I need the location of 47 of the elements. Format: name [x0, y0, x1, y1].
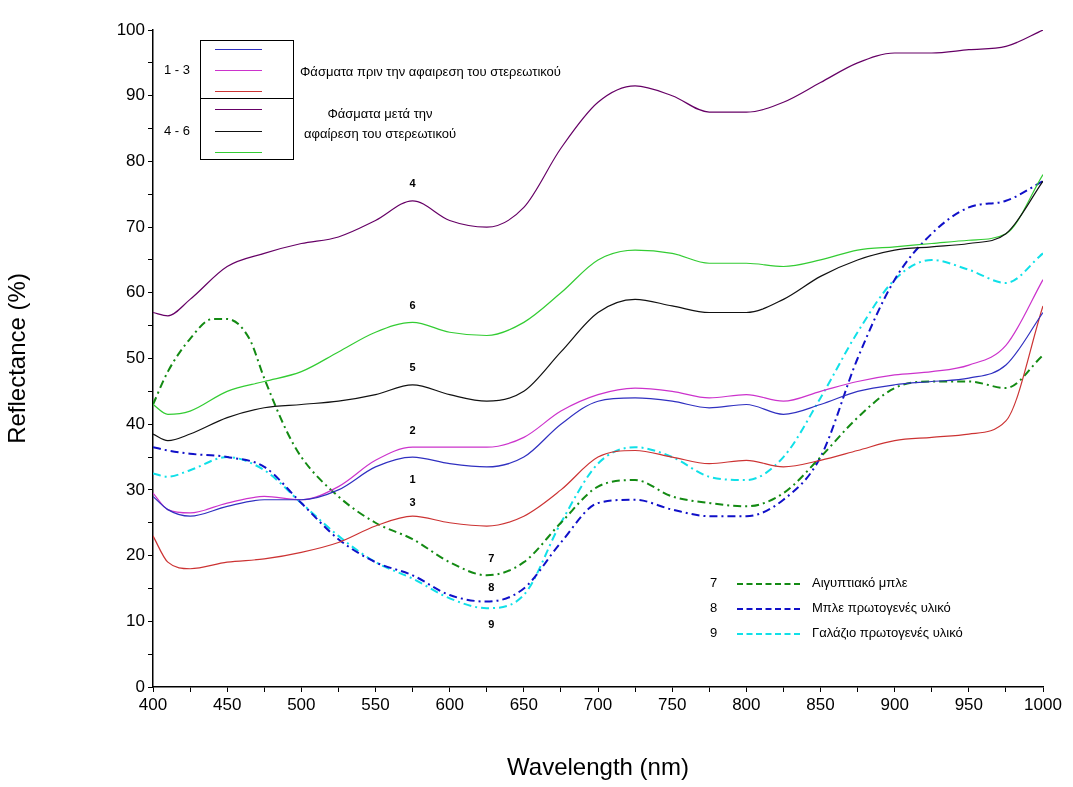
x-tick-label: 850 [806, 694, 835, 714]
x-tick-label: 400 [138, 694, 168, 714]
y-tick-label: 20 [126, 545, 145, 565]
annotation: 9 [710, 625, 718, 640]
annotation: 9 [488, 617, 495, 630]
annotation: 4 - 6 [164, 123, 191, 138]
y-tick-label: 10 [126, 610, 145, 630]
x-tick-label: 450 [212, 694, 242, 714]
annotation: 7 [488, 551, 495, 564]
annotation: 8 [488, 581, 495, 594]
y-tick-label: 50 [126, 348, 145, 368]
legend-label: Αιγυπτιακό μπλε [812, 575, 908, 590]
x-tick-label: 700 [583, 694, 613, 714]
x-tick-label: 550 [361, 694, 390, 714]
annotation: 1 [409, 473, 416, 486]
x-tick-label: 800 [732, 694, 761, 714]
x-tick-label: 950 [954, 694, 984, 714]
x-axis-title: Wavelength (nm) [507, 753, 689, 781]
y-tick-label: 60 [126, 282, 145, 302]
x-tick-label: 900 [880, 694, 909, 714]
x-tick-label: 500 [287, 694, 316, 714]
y-tick-label: 40 [126, 413, 145, 433]
annotation: 1 - 3 [164, 62, 191, 77]
annotation: 5 [409, 361, 416, 374]
annotation: 4 [409, 177, 417, 190]
y-tick-label: 0 [135, 676, 145, 696]
x-tick-label: 750 [657, 694, 687, 714]
line-series [153, 30, 1043, 317]
legend-label: Γαλάζιο πρωτογενές υλικό [812, 625, 963, 640]
legend-label: Μπλε πρωτογενές υλικό [812, 600, 951, 615]
y-tick-label: 80 [126, 151, 145, 171]
y-axis-title: Reflectance (%) [3, 273, 31, 444]
annotation: 6 [409, 298, 416, 311]
y-tick-label: 70 [126, 216, 145, 236]
y-tick-label: 100 [116, 19, 145, 39]
annotation: 8 [710, 600, 718, 615]
x-tick-label: 1000 [1024, 694, 1062, 714]
y-tick-label: 90 [126, 85, 145, 105]
line-series [153, 180, 1043, 603]
x-tick-label: 600 [435, 694, 464, 714]
annotation: Φάσματα μετά την αφαίρεση του στερεωτικού [302, 105, 458, 143]
annotation: Φάσματα πριν την αφαιρεση του στερεωτικού [300, 64, 561, 79]
y-tick-label: 30 [126, 479, 145, 499]
annotation: 3 [409, 496, 416, 509]
annotation: 2 [409, 423, 416, 436]
annotation: 7 [710, 575, 718, 590]
x-tick-label: 650 [509, 694, 539, 714]
